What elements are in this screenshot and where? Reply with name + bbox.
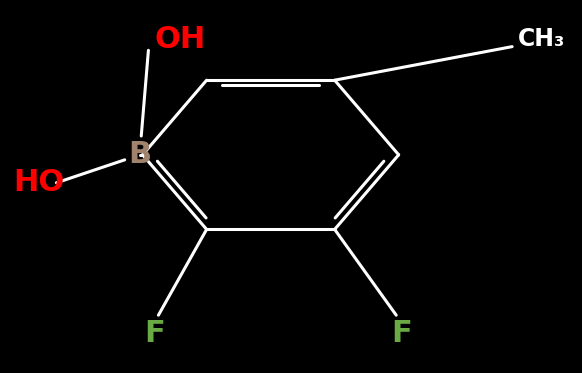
Text: F: F xyxy=(391,319,412,348)
Text: F: F xyxy=(144,319,165,348)
Text: HO: HO xyxy=(13,168,64,197)
Text: OH: OH xyxy=(154,25,205,54)
Text: CH₃: CH₃ xyxy=(518,27,565,51)
Text: B: B xyxy=(128,140,151,169)
